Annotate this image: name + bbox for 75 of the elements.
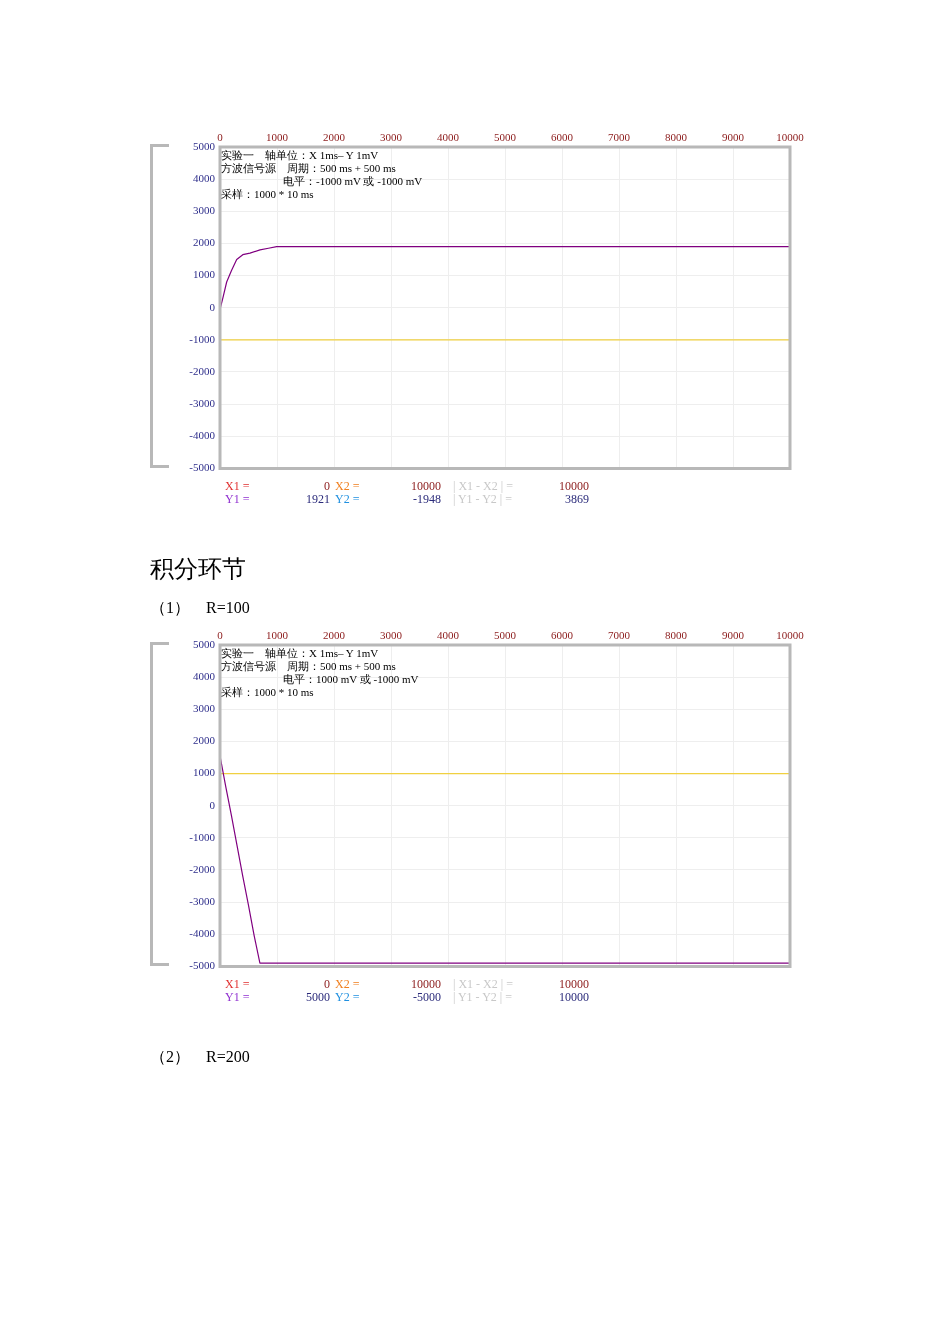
- text: 10000: [411, 479, 441, 493]
- y-tick-label: 1000: [193, 766, 216, 779]
- text: （2） R=200: [150, 1047, 250, 1067]
- x-tick-label: 2000: [323, 131, 346, 144]
- x-tick-label: 4000: [437, 131, 460, 144]
- text: Y2 =: [335, 492, 360, 506]
- y-tick-label: -2000: [189, 862, 216, 875]
- x-tick-label: 10000: [776, 629, 805, 642]
- y-tick-label: 0: [209, 798, 216, 811]
- y-tick-label: -1000: [189, 332, 216, 345]
- y-tick-label: 3000: [193, 702, 216, 715]
- y-tick-label: -3000: [189, 895, 216, 908]
- y-tick-label: -4000: [189, 927, 216, 940]
- x-tick-label: 4000: [437, 629, 460, 642]
- annotation: 电平：-1000 mV 或 -1000 mV: [283, 175, 423, 188]
- text: Y1 =: [225, 492, 250, 506]
- x-tick-label: 10000: [776, 131, 805, 144]
- y-tick-label: -5000: [189, 461, 216, 474]
- text: X2 =: [335, 479, 360, 493]
- y-tick-label: 1000: [193, 268, 216, 281]
- x-tick-label: 5000: [494, 629, 517, 642]
- x-tick-label: 5000: [494, 131, 517, 144]
- y-tick-label: 4000: [193, 172, 216, 185]
- text: Y1 =: [225, 990, 250, 1004]
- text: 0: [324, 977, 330, 991]
- x-tick-label: 7000: [608, 629, 631, 642]
- y-tick-label: -5000: [189, 959, 216, 972]
- text: 0: [324, 479, 330, 493]
- x-tick-label: 1000: [266, 629, 289, 642]
- text: 10000: [411, 977, 441, 991]
- chart-subtitle: （1） R=100: [150, 598, 250, 618]
- text: X2 =: [335, 977, 360, 991]
- text: 10000: [559, 977, 589, 991]
- y-tick-label: 5000: [193, 139, 216, 152]
- x-tick-label: 0: [217, 131, 224, 144]
- text: 5000: [306, 990, 330, 1004]
- text: -1948: [413, 492, 441, 506]
- annotation: 方波信号源 周期：500 ms + 500 ms: [221, 162, 396, 175]
- x-tick-label: 6000: [551, 629, 574, 642]
- y-tick-label: 5000: [193, 637, 216, 650]
- y-tick-label: 2000: [193, 236, 216, 249]
- text: -5000: [413, 990, 441, 1004]
- y-tick-label: 4000: [193, 670, 216, 683]
- text: Y2 =: [335, 990, 360, 1004]
- x-tick-label: 9000: [722, 629, 745, 642]
- y-tick-label: -3000: [189, 397, 216, 410]
- text: 10000: [559, 990, 589, 1004]
- chart-title: 积分环节: [150, 555, 246, 584]
- text: 1921: [306, 492, 330, 506]
- x-tick-label: 9000: [722, 131, 745, 144]
- y-tick-label: -2000: [189, 364, 216, 377]
- annotation: 采样：1000 * 10 ms: [221, 686, 314, 699]
- annotation: 方波信号源 周期：500 ms + 500 ms: [221, 660, 396, 673]
- annotation: 电平：1000 mV 或 -1000 mV: [283, 673, 419, 686]
- y-tick-label: -4000: [189, 429, 216, 442]
- x-tick-label: 8000: [665, 629, 688, 642]
- y-tick-label: 2000: [193, 734, 216, 747]
- x-tick-label: 2000: [323, 629, 346, 642]
- x-tick-label: 3000: [380, 629, 403, 642]
- text: X1 =: [225, 479, 250, 493]
- y-tick-label: 0: [209, 300, 216, 313]
- annotation: 实验一 轴单位：X 1ms– Y 1mV: [221, 149, 379, 162]
- text: 3869: [565, 492, 589, 506]
- text: X1 =: [225, 977, 250, 991]
- x-tick-label: 7000: [608, 131, 631, 144]
- y-tick-label: -1000: [189, 830, 216, 843]
- annotation: 采样：1000 * 10 ms: [221, 188, 314, 201]
- y-tick-label: 3000: [193, 204, 216, 217]
- x-tick-label: 6000: [551, 131, 574, 144]
- x-tick-label: 0: [217, 629, 224, 642]
- text: 10000: [559, 479, 589, 493]
- x-tick-label: 3000: [380, 131, 403, 144]
- x-tick-label: 1000: [266, 131, 289, 144]
- x-tick-label: 8000: [665, 131, 688, 144]
- annotation: 实验一 轴单位：X 1ms– Y 1mV: [221, 647, 379, 660]
